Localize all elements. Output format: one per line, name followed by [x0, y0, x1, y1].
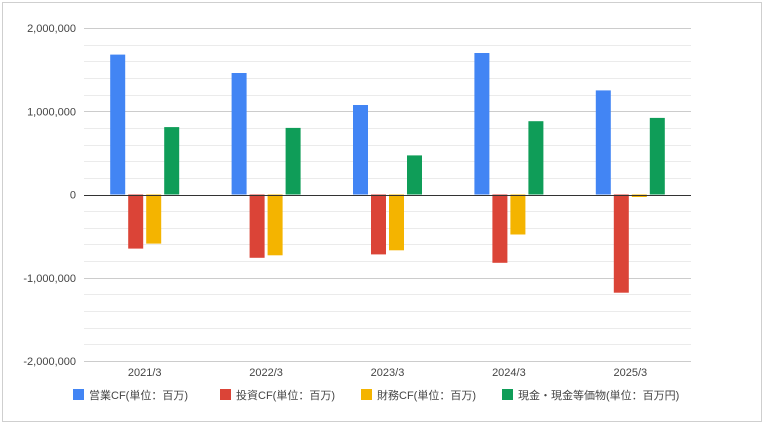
legend-label: 現金・現金等価物(単位：百万円): [518, 388, 679, 402]
legend-swatch: [361, 389, 372, 400]
legend-label: 営業CF(単位：百万): [89, 388, 188, 402]
bar: [110, 54, 126, 195]
bar: [249, 194, 265, 258]
bar: [510, 194, 526, 235]
bars: [110, 53, 665, 293]
y-tick-label: 1,000,000: [27, 106, 76, 118]
bar: [595, 90, 611, 195]
x-tick-label: 2022/3: [249, 367, 283, 379]
y-axis-ticks: 2,000,000 1,000,000 0 -1,000,000 -2,000,…: [23, 23, 76, 368]
legend-label: 財務CF(単位：百万): [377, 388, 476, 402]
bar: [231, 73, 247, 195]
bar: [389, 194, 404, 251]
legend-swatch: [73, 389, 84, 400]
y-tick-label: -1,000,000: [23, 273, 76, 285]
bar: [528, 121, 544, 195]
legend-label: 投資CF(単位：百万): [236, 388, 335, 402]
gridlines: [84, 28, 691, 362]
bar: [407, 155, 422, 195]
bar: [146, 194, 162, 244]
x-axis-ticks: 2021/3 2022/3 2023/3 2024/3 2025/3: [128, 367, 647, 379]
bar: [285, 127, 301, 195]
bar: [474, 53, 490, 195]
bar: [164, 127, 180, 195]
bar: [128, 194, 144, 249]
x-tick-label: 2021/3: [128, 367, 162, 379]
bar: [371, 194, 386, 255]
x-tick-label: 2023/3: [371, 367, 405, 379]
legend-swatch: [220, 389, 231, 400]
bar: [492, 194, 508, 263]
bar: [267, 194, 283, 256]
legend: 営業CF(単位：百万) 投資CF(単位：百万) 財務CF(単位：百万) 現金・現…: [73, 388, 679, 402]
legend-swatch: [502, 389, 513, 400]
y-tick-label: 2,000,000: [27, 23, 76, 35]
bar: [613, 194, 629, 293]
x-tick-label: 2025/3: [613, 367, 647, 379]
y-tick-label: -2,000,000: [23, 356, 76, 368]
x-tick-label: 2024/3: [492, 367, 526, 379]
bar: [649, 117, 665, 195]
bar: [353, 105, 368, 195]
y-tick-label: 0: [70, 190, 76, 202]
